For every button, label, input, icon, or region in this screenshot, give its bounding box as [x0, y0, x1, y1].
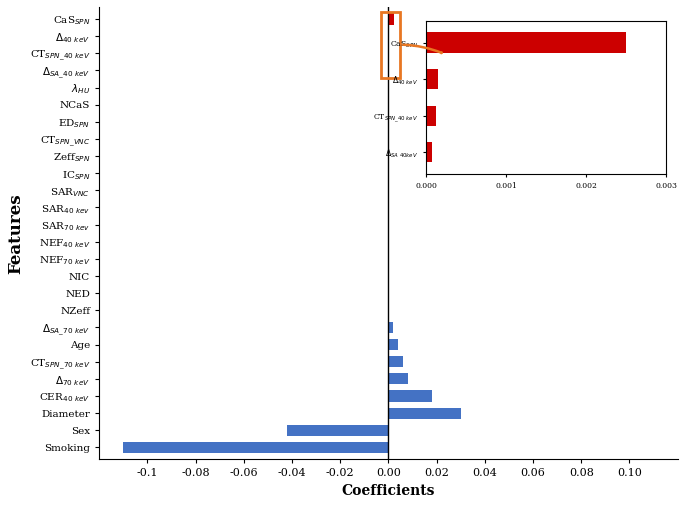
Bar	[287, 425, 388, 436]
Bar	[388, 373, 408, 384]
X-axis label: Coefficients: Coefficients	[342, 484, 435, 498]
Bar	[388, 390, 432, 401]
Bar	[381, 12, 401, 78]
Bar	[388, 13, 395, 25]
Bar	[388, 408, 461, 419]
Bar	[388, 356, 403, 367]
Y-axis label: Features: Features	[7, 193, 24, 274]
Bar	[123, 442, 388, 453]
Bar	[388, 339, 398, 350]
Bar	[388, 322, 393, 333]
